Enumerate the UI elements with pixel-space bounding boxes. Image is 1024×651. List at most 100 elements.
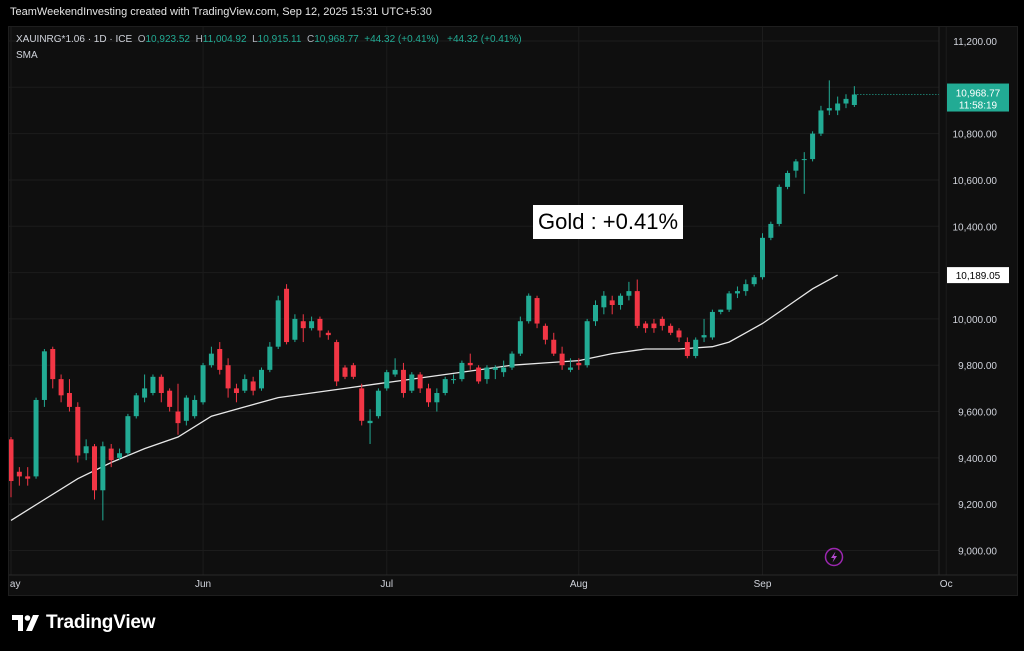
candle-down [16,467,22,486]
candle-up [760,233,765,280]
candle-body [801,159,807,161]
candle-up [751,274,757,287]
candle-body [267,346,273,370]
candle-body [384,372,390,389]
candle-up [83,439,89,461]
candle-body [150,376,156,394]
close-value: 10,968.77 [314,34,359,45]
candle-body [726,293,732,310]
candle-up [517,316,523,356]
candle-down [534,295,540,329]
candle-down [551,332,557,356]
candle-up [793,159,799,178]
candle-body [459,362,465,380]
candle-up [142,374,148,403]
candle-body [317,318,323,331]
x-axis: May Jun Jul Aug Sep Oc [9,574,1017,590]
candle-body [417,374,423,389]
candle-body [16,471,22,477]
price-chart[interactable]: 9,000.00 9,200.00 9,400.00 9,600.00 9,800.00… [9,27,1017,595]
candle-body [609,300,615,306]
sma-indicator-label[interactable]: SMA [16,50,38,61]
candle-down [158,374,164,403]
lightning-icon[interactable] [824,547,844,567]
candle-up [242,374,248,394]
candle-body [33,399,39,477]
candle-up [367,409,373,444]
y-tick-label: 9,200.00 [958,500,997,511]
candle-body [559,353,565,366]
candle-body [167,390,173,407]
candle-body [442,379,448,394]
candle-body [593,305,598,322]
x-tick-label: Jun [195,579,211,590]
candle-down [108,443,114,468]
candle-up [776,184,782,227]
candle-down [651,318,657,333]
candle-body [233,388,239,394]
candle-down [542,323,548,345]
candle-body [709,311,715,338]
candle-body [818,110,824,134]
candle-down [476,365,482,384]
candle-down [167,388,173,412]
candle-body [392,369,398,375]
change-value: +44.32 (+0.41%) [364,34,439,45]
candle-body [701,335,707,338]
candle-down [350,362,356,380]
low-value: 10,915.11 [257,34,302,45]
candle-body [751,277,757,285]
candle-down [250,376,256,396]
candle-body [350,365,356,377]
candle-body [217,349,223,370]
candle-down [659,316,665,331]
candle-up [743,279,749,296]
candle-up [392,358,398,377]
candle-body [208,353,214,366]
open-value: 10,923.52 [145,34,191,45]
candle-body [451,379,457,381]
sma-price-marker: 10,189.05 [947,267,1009,284]
candle-up [375,388,381,419]
candle-body [66,393,72,407]
candle-body [142,388,148,398]
candle-up [618,293,624,310]
candle-body [793,161,799,171]
candle-body [400,369,406,394]
chart-panel[interactable]: 9,000.00 9,200.00 9,400.00 9,600.00 9,800.00… [8,26,1018,596]
candle-body [300,321,306,329]
candle-up [810,131,816,162]
candle-up [41,349,47,407]
candle-body [718,309,724,312]
candle-body [584,321,590,366]
candle-body [476,367,482,382]
candle-body [284,288,290,343]
candle-body [9,439,14,482]
candle-body [643,323,649,329]
candle-body [626,291,632,296]
footer-branding: TradingView [12,612,156,634]
candle-body [242,379,248,391]
countdown-label: 11:58:19 [959,101,998,112]
tradingview-brand-name: TradingView [46,612,156,633]
candle-body [760,237,765,278]
candle-body [409,374,415,391]
candle-down [75,402,81,463]
candle-up [709,309,715,340]
sma-price-box [947,267,1009,284]
y-tick-label: 10,600.00 [953,176,998,187]
candle-body [634,291,640,326]
change-percent-value: +44.32 (+0.41%) [447,34,522,45]
gold-annotation[interactable]: Gold : +0.41% [533,205,684,239]
candle-up [267,342,273,373]
last-price-label: 10,968.77 [956,89,1001,100]
x-tick-label: Oc [940,579,953,590]
candle-body [659,318,665,326]
candle-body [200,365,206,403]
candle-body [426,388,431,403]
candle-body [601,295,607,308]
symbol-label[interactable]: XAUINRG*1.06 · 1D · ICE [16,34,133,45]
candle-body [534,298,540,324]
candle-up [701,318,707,343]
